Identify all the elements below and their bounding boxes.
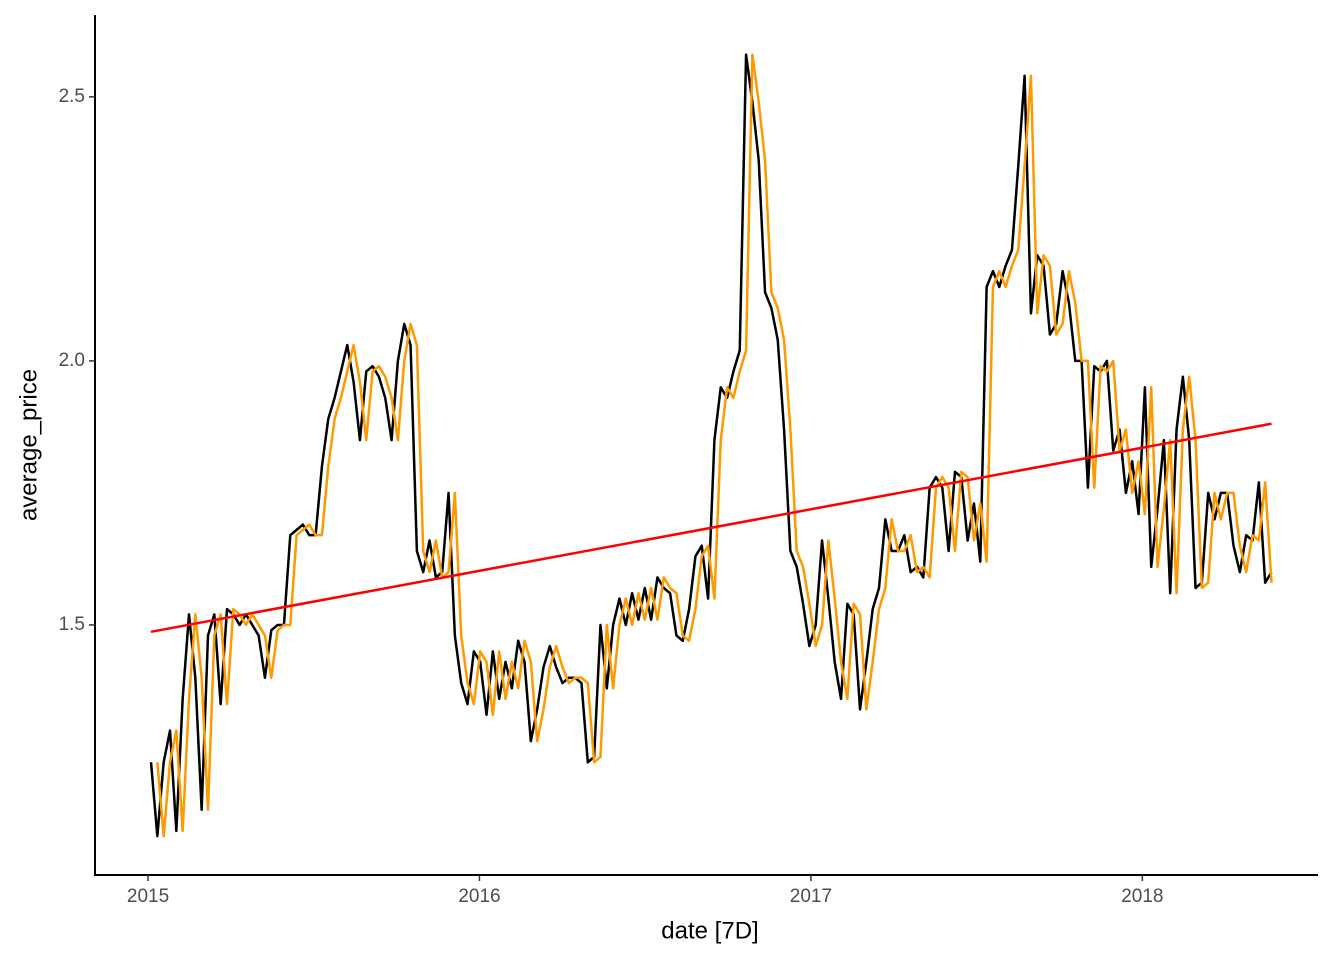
y-tick-label: 2.5 bbox=[59, 86, 85, 107]
series-line bbox=[149, 53, 1273, 838]
series-line bbox=[156, 53, 1273, 838]
x-tick-label: 2015 bbox=[127, 886, 169, 907]
series-line bbox=[150, 422, 1272, 634]
x-axis-title: date [7D] bbox=[661, 917, 758, 944]
y-tick-label: 2.0 bbox=[59, 350, 85, 371]
y-axis-title: average_price bbox=[15, 369, 42, 521]
x-tick-label: 2018 bbox=[1121, 886, 1163, 907]
x-tick-label: 2016 bbox=[458, 886, 500, 907]
y-tick-label: 1.5 bbox=[59, 614, 85, 635]
x-tick-label: 2017 bbox=[790, 886, 832, 907]
